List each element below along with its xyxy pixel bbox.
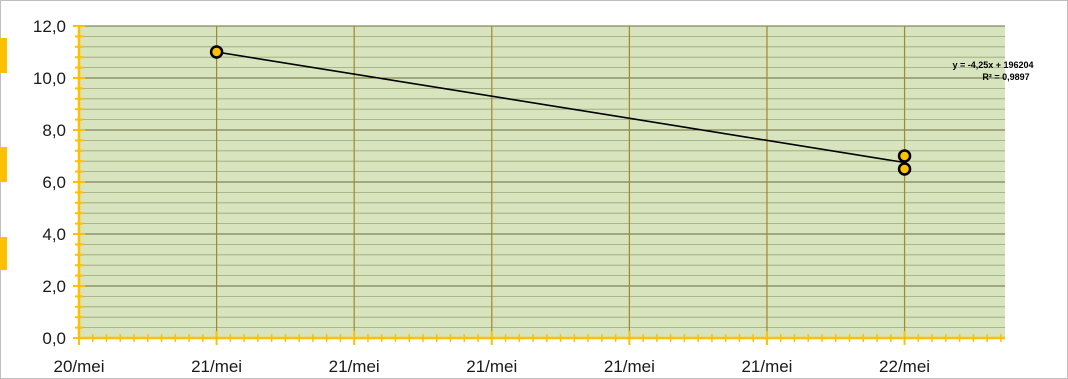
x-tick-label: 21/mei <box>191 357 242 376</box>
trendline-equation: y = -4,25x + 196204 <box>952 60 1033 70</box>
y-tick-label: 4,0 <box>42 225 66 244</box>
data-point <box>897 149 912 163</box>
data-point <box>209 45 224 59</box>
x-tick-label: 21/mei <box>741 357 792 376</box>
side-marker-2 <box>0 147 7 182</box>
x-tick-label: 20/mei <box>53 357 104 376</box>
trendline-r-squared: R² = 0,9897 <box>982 72 1029 82</box>
side-marker-1 <box>0 38 7 73</box>
plot-area: 0,0 2,0 4,0 6,0 8,0 10,0 12,0 20/mei 21/mei 21/me… <box>33 17 1005 376</box>
y-tick-label: 0,0 <box>42 329 66 348</box>
y-tick-label: 6,0 <box>42 173 66 192</box>
x-tick-label: 22/mei <box>879 357 930 376</box>
x-tick-label: 21/mei <box>329 357 380 376</box>
side-marker-3 <box>0 237 7 270</box>
y-tick-label: 10,0 <box>33 69 66 88</box>
trendline <box>216 51 905 164</box>
data-point <box>897 162 912 176</box>
y-tick-label: 2,0 <box>42 277 66 296</box>
y-tick-label: 8,0 <box>42 121 66 140</box>
x-tick-label: 21/mei <box>466 357 517 376</box>
y-tick-label: 12,0 <box>33 17 66 36</box>
x-tick-label: 21/mei <box>604 357 655 376</box>
